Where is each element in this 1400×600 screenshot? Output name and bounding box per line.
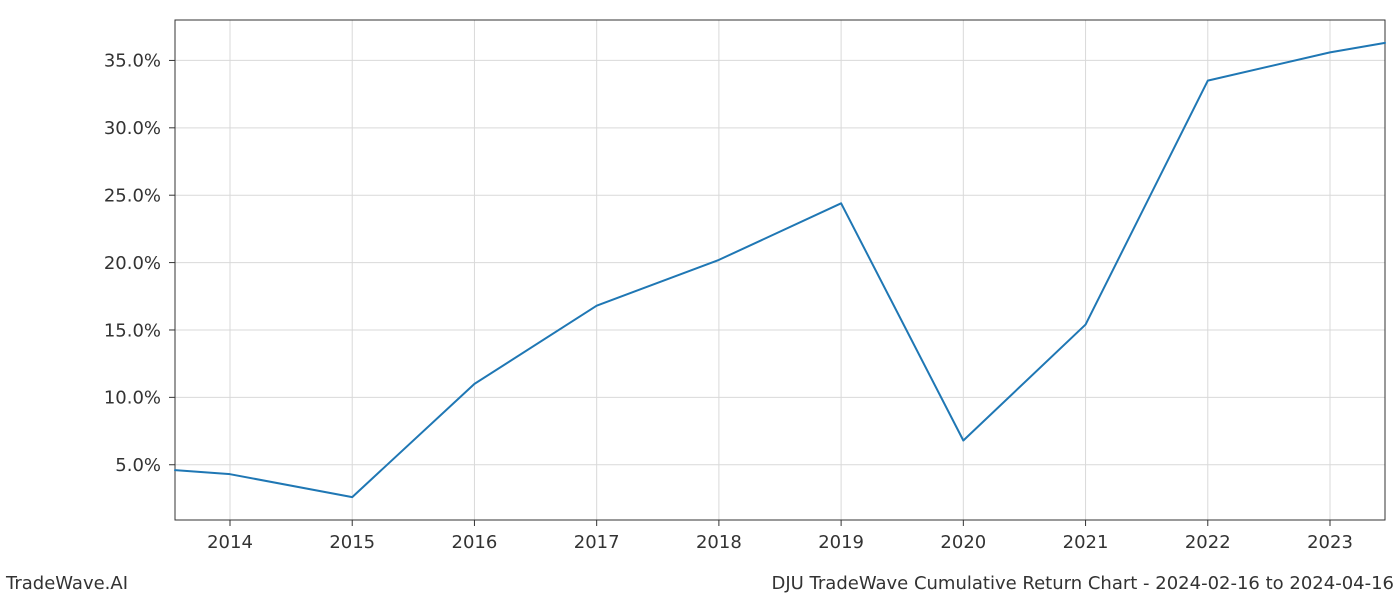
x-tick-label: 2023	[1307, 532, 1353, 553]
y-tick-label: 20.0%	[104, 253, 161, 274]
data-line	[175, 43, 1385, 497]
x-tick-label: 2018	[696, 532, 742, 553]
x-tick-label: 2014	[207, 532, 253, 553]
chart-container: 2014 2015 2016 2017 2018 2019 2020 2021 2022 2023…	[0, 0, 1400, 600]
y-tick-label: 30.0%	[104, 118, 161, 139]
x-tick-label: 2019	[818, 532, 864, 553]
x-tick-label: 2017	[574, 532, 620, 553]
footer-right-text: DJU TradeWave Cumulative Return Chart - …	[771, 573, 1394, 594]
y-tick-label: 5.0%	[115, 455, 161, 476]
line-chart: 2014 2015 2016 2017 2018 2019 2020 2021 2022 2023…	[0, 0, 1400, 600]
y-tick-label: 15.0%	[104, 320, 161, 341]
y-tick-label: 10.0%	[104, 388, 161, 409]
x-tick-label: 2020	[940, 532, 986, 553]
x-tick-label: 2022	[1185, 532, 1231, 553]
y-tick-label: 35.0%	[104, 51, 161, 72]
x-tick-label: 2016	[452, 532, 498, 553]
x-tick-label: 2015	[329, 532, 375, 553]
footer-left-text: TradeWave.AI	[6, 573, 128, 594]
y-tick-label: 25.0%	[104, 186, 161, 207]
plot-border	[175, 20, 1385, 520]
x-tick-label: 2021	[1063, 532, 1109, 553]
